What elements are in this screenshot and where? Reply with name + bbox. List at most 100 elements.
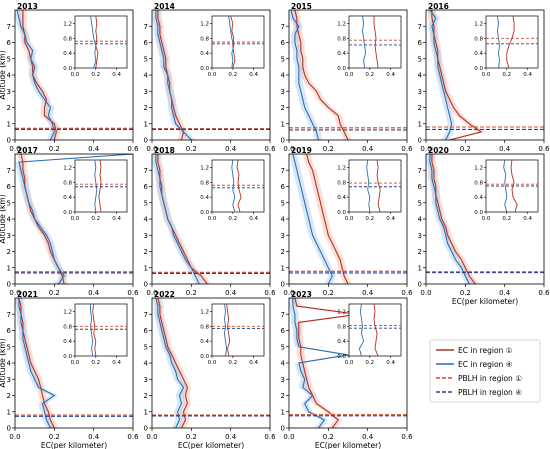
inset-y-tick-label: 0.8 [200,324,209,330]
x-tick-label: 0.4 [88,433,100,441]
inset-x-tick-label: 0.4 [249,72,258,78]
x-tick-label: 0.2 [186,289,197,297]
y-tick-label: 2 [281,104,285,112]
inset-y-tick-label: 1.2 [337,165,346,171]
inset-y-tick-label: 1.2 [474,165,483,171]
y-tick-label: 4 [281,216,286,224]
x-tick-label: 0.6 [127,289,139,297]
inset-y-tick-label: 0.0 [63,210,72,216]
y-tick-label: 1 [418,264,422,272]
subplot-title: 2020 [428,146,449,155]
y-tick-label: 0 [281,425,285,433]
y-tick-label: 2 [144,248,148,256]
y-tick-label: 1 [7,264,11,272]
y-tick-label: 6 [144,327,149,335]
inset-line-region4 [231,159,236,213]
inset-y-tick-label: 0.4 [63,51,72,57]
inset-x-tick-label: 0.0 [208,72,217,78]
x-tick-label: 0.2 [49,289,60,297]
legend-label: PBLH in region ① [458,374,522,383]
uncertainty-band [302,154,352,284]
inset-frame [348,159,402,213]
series-line-region1 [431,10,483,140]
x-tick-label: 0.6 [127,433,139,441]
inset-line-region1 [95,15,99,69]
uncertainty-band [15,10,59,140]
x-tick-label: 0.4 [499,289,511,297]
uncertainty-band [291,298,362,428]
inset-x-tick-label: 0.0 [71,72,80,78]
series-line-region4 [429,154,470,284]
y-tick-label: 4 [281,360,286,368]
inset-x-tick-label: 0.0 [345,360,354,366]
inset-y-tick-label: 0.8 [474,36,483,42]
x-tick-label: 0.2 [323,289,334,297]
y-tick-label: 1 [144,408,148,416]
y-tick-label: 7 [418,23,422,31]
inset-y-tick-label: 0.0 [474,66,483,72]
x-axis-label: EC(per kilometer) [41,441,107,449]
inset-x-tick-label: 0.4 [249,360,258,366]
inset-y-tick-label: 0.0 [63,354,72,360]
y-tick-label: 4 [418,216,423,224]
uncertainty-band [15,298,59,428]
y-tick-label: 6 [7,183,12,191]
inset-x-tick-label: 0.0 [345,216,354,222]
series-line-region1 [18,298,55,428]
y-tick-label: 4 [7,360,12,368]
inset-line-region4 [358,303,365,357]
y-tick-label: 6 [281,39,286,47]
inset: 0.0 0.2 0.4 0.0 0.4 0.8 1.2 [337,15,402,78]
legend: EC in region ① EC in region ④ PBLH in regi… [429,339,541,403]
series-line-region4 [18,298,56,428]
inset-frame [485,15,539,69]
inset-y-tick-label: 0.8 [63,324,72,330]
inset: 0.0 0.2 0.4 0.0 0.4 0.8 1.2 [200,303,265,366]
legend-label: EC in region ① [458,346,513,355]
y-tick-label: 7 [7,23,11,31]
inset-y-tick-label: 0.8 [337,36,346,42]
y-tick-label: 5 [418,199,422,207]
y-tick-label: 4 [418,72,423,80]
inset-y-tick-label: 0.4 [200,195,209,201]
inset-x-tick-label: 0.2 [228,216,237,222]
y-tick-label: 1 [7,408,11,416]
y-axis-label: Altitude (km) [0,338,7,387]
plot-area [289,154,407,284]
x-tick-label: 0.6 [401,145,413,153]
plot-area [152,10,270,140]
x-tick-label: 0.0 [146,145,157,153]
series-line-region1 [294,10,349,140]
series-line-region4 [290,10,320,140]
uncertainty-band [154,154,211,284]
inset-y-tick-label: 0.8 [337,324,346,330]
inset-y-tick-label: 1.2 [63,21,72,27]
subplot-title: 2016 [428,2,449,11]
y-tick-label: 6 [418,39,423,47]
plot-area [15,154,133,284]
y-tick-label: 6 [144,183,149,191]
inset-line-region4 [366,159,371,213]
inset-x-tick-label: 0.4 [386,216,395,222]
y-tick-label: 3 [418,232,422,240]
legend-frame [429,339,541,403]
y-tick-label: 6 [7,327,12,335]
y-tick-label: 7 [7,311,11,319]
y-tick-label: 2 [144,392,148,400]
y-tick-label: 4 [144,360,149,368]
y-tick-label: 3 [7,376,11,384]
inset-x-tick-label: 0.4 [112,360,121,366]
inset-line-region1 [92,303,97,357]
y-tick-label: 4 [281,72,286,80]
series-line-region4 [292,298,349,428]
x-tick-label: 0.6 [264,433,276,441]
y-tick-label: 7 [281,23,285,31]
y-tick-label: 7 [281,167,285,175]
inset-line-region4 [224,303,228,357]
series-line-region4 [155,298,185,428]
inset-y-tick-label: 1.2 [474,21,483,27]
y-tick-label: 3 [144,232,148,240]
inset-line-region1 [373,16,379,69]
inset-y-tick-label: 0.0 [337,354,346,360]
